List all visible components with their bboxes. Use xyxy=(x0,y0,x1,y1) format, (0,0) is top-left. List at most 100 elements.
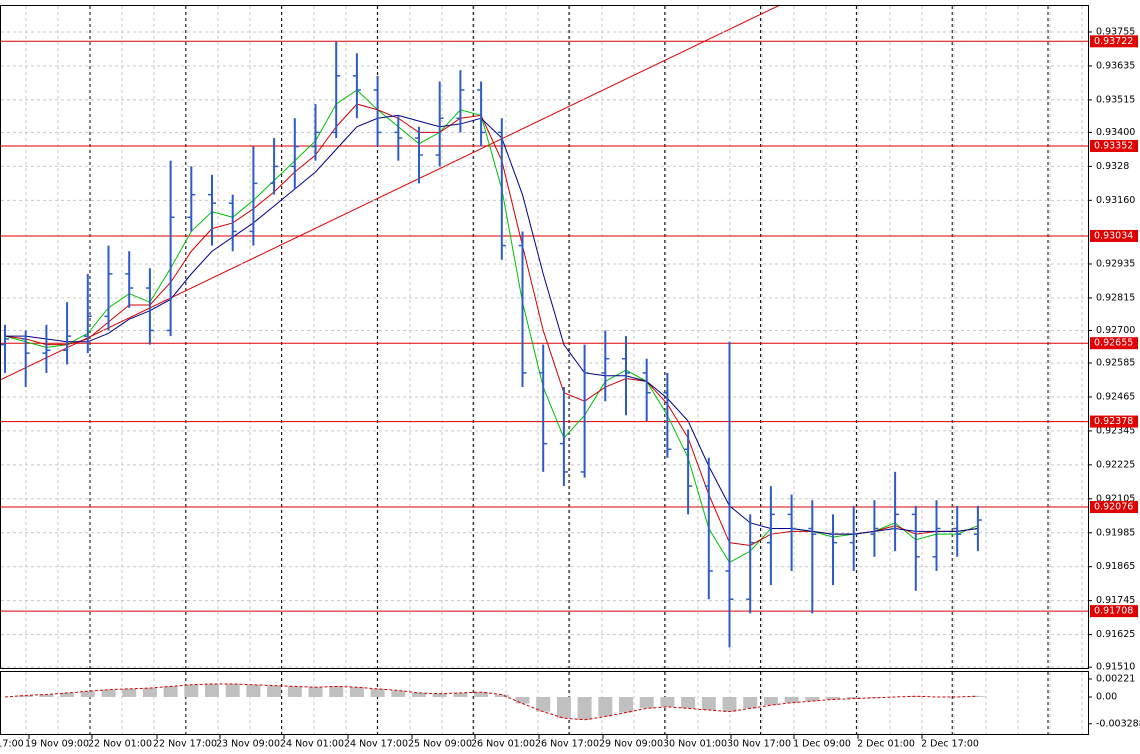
osc-bar xyxy=(784,696,799,703)
level-label-box xyxy=(1090,605,1138,618)
level-label-box xyxy=(1090,415,1138,428)
osc-bar xyxy=(743,696,758,709)
osc-bar xyxy=(329,686,344,697)
y-tick-label: 0.93755 xyxy=(1096,26,1135,37)
osc-bar xyxy=(453,692,468,697)
osc-bar xyxy=(163,686,178,697)
osc-tick-label: 0.00221 xyxy=(1096,673,1135,684)
osc-bar xyxy=(122,688,137,697)
osc-bar xyxy=(142,688,157,697)
osc-bar xyxy=(701,696,716,711)
osc-bar xyxy=(225,683,240,697)
osc-bar xyxy=(908,696,923,697)
osc-bar xyxy=(639,696,654,709)
level-label: 0.93722 xyxy=(1094,36,1133,47)
osc-bar xyxy=(846,696,861,699)
level-label: 0.93352 xyxy=(1094,140,1133,151)
osc-bar xyxy=(536,696,551,712)
osc-bar xyxy=(432,693,447,697)
y-tick-label: 0.92815 xyxy=(1096,292,1135,303)
osc-bar xyxy=(826,696,840,700)
osc-bar xyxy=(412,692,426,697)
x-tick-label: 24 Nov 17:00 xyxy=(344,739,408,750)
x-tick-label: 30 Nov 01:00 xyxy=(663,739,727,750)
osc-bar xyxy=(619,696,633,713)
osc-bar xyxy=(598,696,613,717)
vertical-grid xyxy=(25,6,1083,734)
main-panel-frame xyxy=(0,5,1089,669)
y-tick-label: 0.91745 xyxy=(1096,595,1135,606)
x-tick-label: 24 Nov 01:00 xyxy=(280,739,344,750)
trendline xyxy=(0,4,781,381)
level-label: 0.92655 xyxy=(1094,338,1133,349)
y-tick-label: 0.92225 xyxy=(1096,459,1135,470)
y-tick-label: 0.92105 xyxy=(1096,493,1135,504)
level-label: 0.92378 xyxy=(1094,416,1133,427)
osc-bar xyxy=(287,686,302,697)
level-label-box xyxy=(1090,229,1138,242)
osc-bar xyxy=(763,696,778,706)
osc-bar xyxy=(18,695,33,697)
osc-bar xyxy=(80,691,95,697)
osc-bar xyxy=(474,692,489,697)
x-tick-label: 22 Nov 17:00 xyxy=(153,739,217,750)
y-tick-label: 0.93635 xyxy=(1096,60,1135,71)
y-tick-label: 0.91510 xyxy=(1096,662,1135,673)
osc-bar xyxy=(660,696,675,707)
level-label: 0.93034 xyxy=(1094,230,1133,241)
oscillator-frame xyxy=(0,671,1089,735)
x-tick-label: 29 Nov 09:00 xyxy=(599,739,663,750)
osc-bar xyxy=(681,696,696,709)
osc-bar xyxy=(184,684,199,697)
x-tick-label: 22 Nov 01:00 xyxy=(88,739,152,750)
x-tick-label: 25 Nov 09:00 xyxy=(408,739,472,750)
level-label-box xyxy=(1090,35,1138,48)
y-tick-label: 0.92465 xyxy=(1096,391,1135,402)
osc-bar xyxy=(391,690,406,697)
osc-bar xyxy=(349,687,364,697)
osc-bar xyxy=(246,684,261,697)
osc-bar xyxy=(556,696,571,719)
osc-bar xyxy=(722,696,737,712)
x-tick-label: 23 Nov 09:00 xyxy=(216,739,280,750)
y-tick-label: 0.93515 xyxy=(1096,94,1135,105)
x-tick-label: 30 Nov 17:00 xyxy=(727,739,791,750)
level-label: 0.91708 xyxy=(1094,606,1133,617)
level-label-box xyxy=(1090,139,1138,152)
osc-signal xyxy=(4,683,978,721)
x-tick-label: 2 Dec 17:00 xyxy=(921,739,979,750)
moving-average xyxy=(5,114,978,535)
osc-bar xyxy=(205,683,219,697)
osc-bar xyxy=(577,696,592,720)
y-tick-label: 0.93400 xyxy=(1096,127,1135,138)
osc-tick-label: 0.00 xyxy=(1096,691,1117,702)
x-tick-label: 1 Dec 09:00 xyxy=(793,739,851,750)
osc-bar xyxy=(494,694,509,697)
osc-bar xyxy=(267,685,282,697)
level-label: 0.92076 xyxy=(1094,502,1133,513)
x-tick-label: 26 Nov 17:00 xyxy=(535,739,599,750)
y-tick-label: 0.91985 xyxy=(1096,527,1135,538)
osc-bar xyxy=(101,689,116,697)
osc-bar xyxy=(39,694,54,697)
x-tick-label: 19 Nov 09:00 xyxy=(25,739,89,750)
osc-bar xyxy=(515,696,530,704)
x-tick-label: 2 Dec 01:00 xyxy=(857,739,915,750)
y-tick-label: 0.9328 xyxy=(1096,161,1129,172)
osc-bar xyxy=(308,687,323,697)
y-tick-label: 0.91865 xyxy=(1096,561,1135,572)
x-tick-label: 17:00 xyxy=(0,739,24,750)
y-tick-label: 0.92935 xyxy=(1096,258,1135,269)
y-tick-label: 0.93160 xyxy=(1096,195,1135,206)
level-label-box xyxy=(1090,501,1138,514)
x-tick-label: 26 Nov 01:00 xyxy=(471,739,535,750)
osc-bar xyxy=(60,692,75,697)
osc-tick-label: -0.003288 xyxy=(1096,718,1140,729)
osc-bar xyxy=(805,696,820,702)
osc-bar xyxy=(370,688,385,697)
y-tick-label: 0.91625 xyxy=(1096,629,1135,640)
y-tick-label: 0.92700 xyxy=(1096,325,1135,336)
level-label-box xyxy=(1090,337,1138,350)
